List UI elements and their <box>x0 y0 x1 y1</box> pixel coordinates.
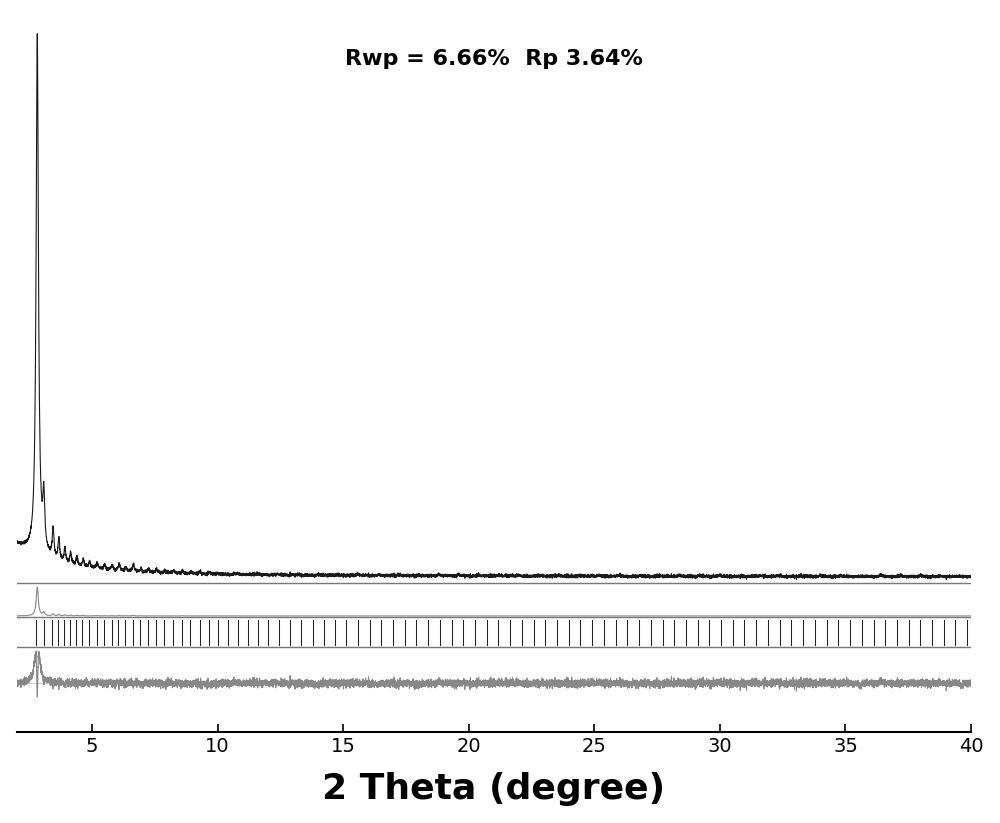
X-axis label: 2 Theta (degree): 2 Theta (degree) <box>322 772 665 807</box>
Text: Rwp = 6.66%  Rp 3.64%: Rwp = 6.66% Rp 3.64% <box>345 49 643 69</box>
